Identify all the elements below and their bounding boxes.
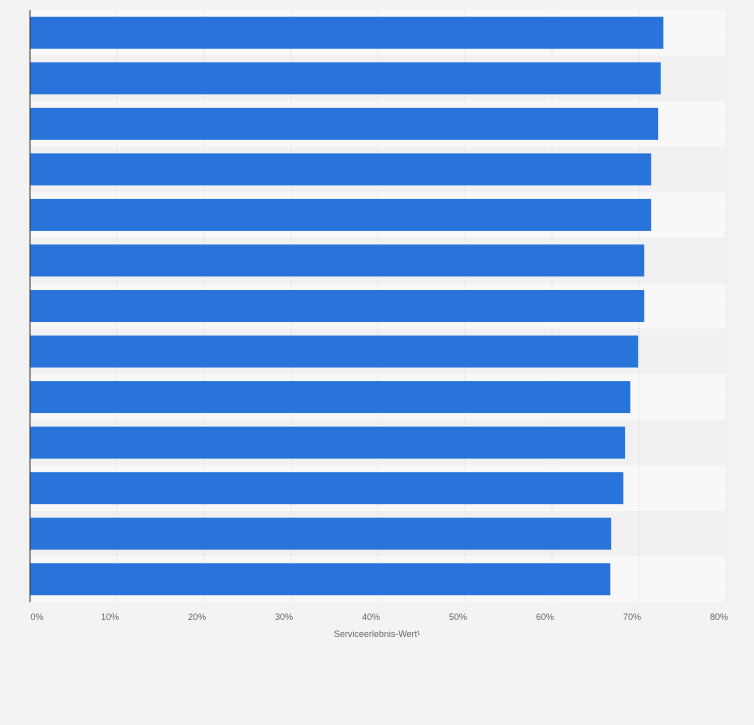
x-tick-label: 30%	[275, 612, 293, 622]
x-tick-label: 40%	[362, 612, 380, 622]
bar[interactable]	[30, 107, 659, 140]
bar[interactable]	[30, 198, 652, 231]
bar[interactable]	[30, 290, 645, 322]
bar[interactable]	[30, 62, 661, 95]
bar[interactable]	[30, 153, 652, 186]
bar[interactable]	[30, 563, 611, 596]
x-tick-label: 0%	[30, 612, 43, 622]
x-tick-labels: 0% 10% 20% 30% 40% 50% 60% 70% 80%	[30, 612, 728, 622]
bar[interactable]	[30, 472, 624, 505]
bar[interactable]	[30, 517, 612, 550]
bar[interactable]	[30, 335, 639, 368]
bar[interactable]	[30, 16, 664, 49]
bar[interactable]	[30, 381, 631, 414]
x-tick-label: 50%	[449, 612, 467, 622]
bar[interactable]	[30, 244, 645, 277]
bar[interactable]	[30, 426, 626, 459]
x-tick-label: 70%	[623, 612, 641, 622]
x-axis-label: Serviceerlebnis-Wert¹	[334, 629, 420, 639]
x-tick-label: 80%	[710, 612, 728, 622]
x-tick-label: 20%	[188, 612, 206, 622]
x-tick-label: 60%	[536, 612, 554, 622]
x-tick-label: 10%	[101, 612, 119, 622]
bars	[30, 16, 664, 596]
